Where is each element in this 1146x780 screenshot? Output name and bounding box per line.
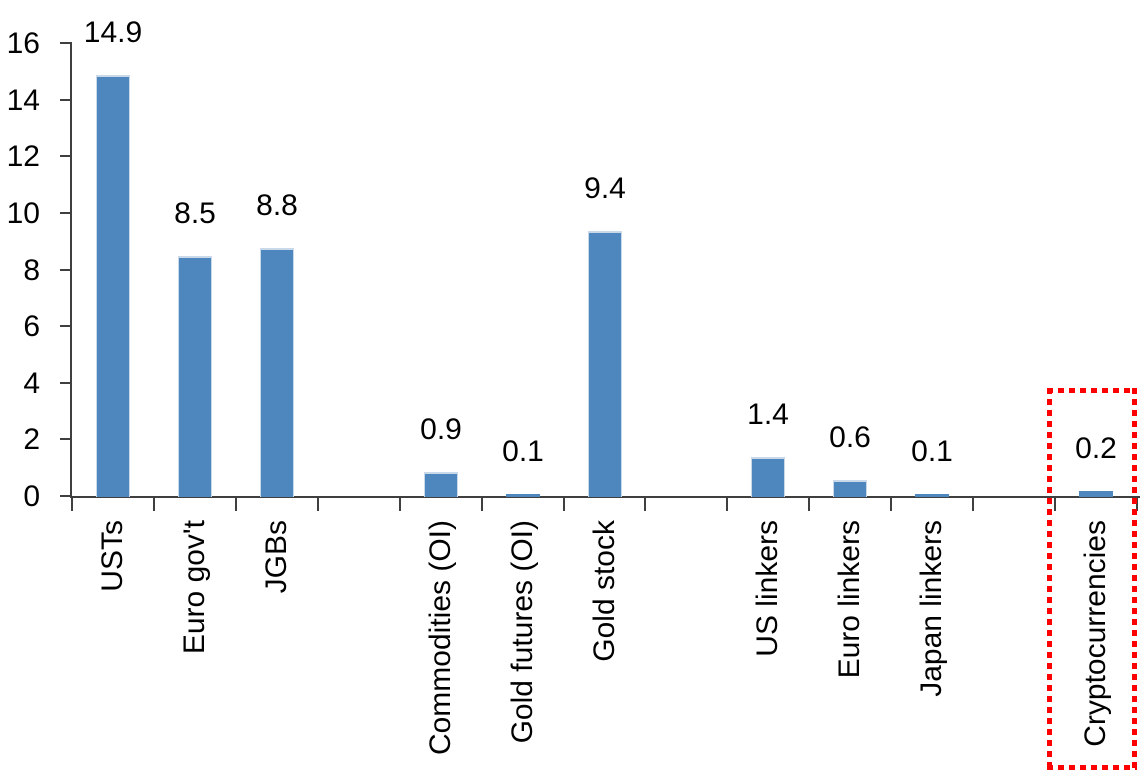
bar-value-label: 0.6 — [829, 421, 871, 454]
x-category-label: Gold futures (OI) — [505, 520, 541, 743]
highlight-box — [1047, 388, 1137, 770]
bar — [833, 480, 867, 497]
x-tick — [1136, 497, 1138, 511]
y-axis-line — [70, 42, 72, 498]
x-category-label-text: Euro linkers — [833, 520, 866, 679]
y-tick-label: 6 — [23, 310, 40, 344]
x-category-label: USTs — [95, 520, 131, 592]
x-axis-line — [70, 496, 1140, 498]
x-category-label-text: JGBs — [260, 520, 293, 594]
y-tick-label: 8 — [23, 253, 40, 287]
x-category-label-text: Gold futures (OI) — [506, 520, 539, 744]
x-category-label: Euro gov't — [177, 520, 213, 654]
y-tick — [60, 155, 70, 158]
x-tick — [398, 497, 401, 511]
x-category-label-text: US linkers — [751, 520, 784, 657]
x-category-label-text: Gold stock — [588, 520, 621, 662]
y-tick — [60, 268, 70, 271]
x-tick — [890, 497, 893, 511]
bar — [506, 494, 540, 497]
x-tick — [234, 497, 237, 511]
x-tick — [316, 497, 319, 511]
y-tick — [60, 495, 70, 497]
bar — [96, 75, 130, 497]
bar — [751, 457, 785, 497]
y-tick-label: 4 — [23, 366, 40, 400]
x-tick — [562, 497, 565, 511]
x-tick — [480, 497, 483, 511]
bar — [178, 256, 212, 497]
y-tick-label: 12 — [6, 140, 40, 174]
bar-value-label: 9.4 — [584, 172, 626, 205]
x-tick — [152, 497, 155, 511]
bar-value-label: 0.9 — [420, 413, 462, 446]
y-tick-label: 16 — [6, 27, 40, 60]
bar — [588, 231, 622, 497]
y-tick — [60, 211, 70, 214]
bar — [424, 472, 458, 497]
y-tick — [60, 98, 70, 101]
x-category-label: JGBs — [259, 520, 295, 593]
x-category-label-text: USTs — [96, 520, 129, 592]
y-tick-label: 2 — [23, 423, 40, 457]
x-category-label: Euro linkers — [832, 520, 868, 678]
x-tick — [71, 497, 73, 511]
bar — [260, 248, 294, 497]
bar-value-label: 0.1 — [502, 435, 544, 468]
y-tick-label: 10 — [6, 196, 40, 230]
x-tick — [726, 497, 729, 511]
x-category-label-text: Commodities (OI) — [424, 520, 457, 756]
y-tick-label: 14 — [6, 83, 40, 117]
y-tick — [60, 438, 70, 441]
bar-value-label: 8.5 — [174, 197, 216, 230]
y-tick-label: 0 — [23, 480, 40, 513]
x-tick — [808, 497, 811, 511]
x-tick — [972, 497, 975, 511]
x-category-label-text: Euro gov't — [178, 520, 211, 655]
bar — [915, 494, 949, 497]
bar-value-label: 8.8 — [256, 189, 298, 222]
bar-value-label: 0.1 — [911, 435, 953, 468]
x-category-label: Gold stock — [587, 520, 623, 662]
x-category-label: Japan linkers — [914, 520, 950, 697]
y-tick — [60, 42, 70, 44]
x-category-label: Commodities (OI) — [423, 520, 459, 755]
x-tick — [644, 497, 647, 511]
y-tick — [60, 325, 70, 328]
x-category-label-text: Japan linkers — [915, 520, 948, 697]
y-tick — [60, 381, 70, 384]
x-category-label: US linkers — [750, 520, 786, 657]
bar-value-label: 1.4 — [747, 398, 789, 431]
bar-value-label: 14.9 — [83, 16, 143, 49]
